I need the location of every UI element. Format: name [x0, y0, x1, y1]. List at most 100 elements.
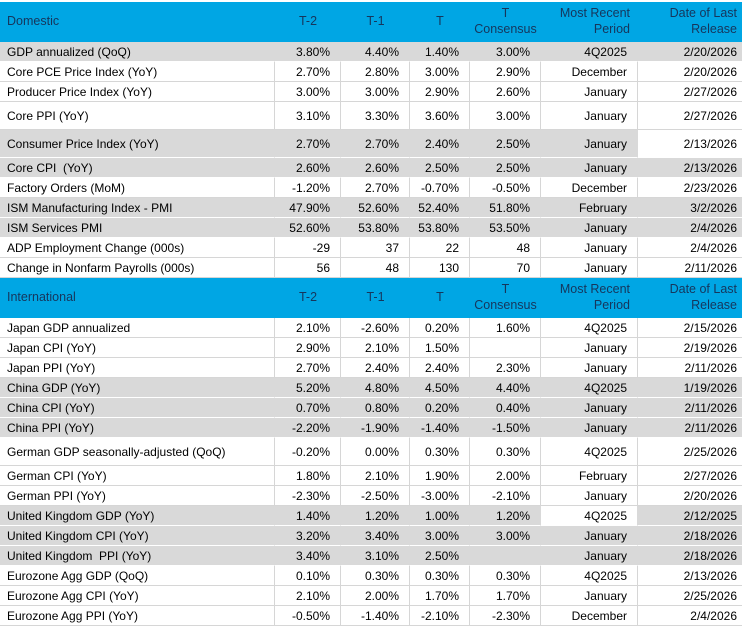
consensus-value-cell[interactable]: 2.00% [470, 466, 541, 486]
t-value-cell[interactable]: 1.70% [410, 586, 470, 606]
t2-value-cell[interactable]: -1.20% [275, 178, 341, 198]
t-value-cell[interactable]: 1.90% [410, 466, 470, 486]
column-header-date-of-last-release[interactable]: Date of Last Release [638, 2, 742, 42]
t-value-cell[interactable]: 0.30% [410, 438, 470, 466]
most-recent-period-cell[interactable]: January [541, 82, 638, 102]
consensus-value-cell[interactable]: 1.60% [470, 318, 541, 338]
consensus-value-cell[interactable]: 53.50% [470, 218, 541, 238]
t2-value-cell[interactable]: 0.70% [275, 398, 341, 418]
consensus-value-cell[interactable]: 3.00% [470, 102, 541, 130]
most-recent-period-cell[interactable]: January [541, 102, 638, 130]
metric-label-cell[interactable]: China PPI (YoY) [0, 418, 275, 438]
release-date-cell[interactable]: 2/20/2026 [638, 62, 742, 82]
t1-value-cell[interactable]: 2.10% [341, 338, 410, 358]
t1-value-cell[interactable]: 1.20% [341, 506, 410, 526]
t2-value-cell[interactable]: 56 [275, 258, 341, 278]
column-header-date-of-last-release[interactable]: Date of Last Release [638, 278, 742, 318]
release-date-cell[interactable]: 2/11/2026 [638, 398, 742, 418]
t-value-cell[interactable]: 2.40% [410, 130, 470, 158]
consensus-value-cell[interactable]: 1.20% [470, 506, 541, 526]
release-date-cell[interactable]: 2/19/2026 [638, 338, 742, 358]
t2-value-cell[interactable]: 47.90% [275, 198, 341, 218]
column-header-t2[interactable]: T-2 [275, 278, 341, 318]
t2-value-cell[interactable]: -2.20% [275, 418, 341, 438]
release-date-cell[interactable]: 2/27/2026 [638, 102, 742, 130]
t1-value-cell[interactable]: 2.10% [341, 466, 410, 486]
most-recent-period-cell[interactable]: January [541, 258, 638, 278]
most-recent-period-cell[interactable]: February [541, 198, 638, 218]
t1-value-cell[interactable]: 2.70% [341, 130, 410, 158]
t2-value-cell[interactable]: 2.10% [275, 586, 341, 606]
release-date-cell[interactable]: 2/4/2026 [638, 238, 742, 258]
column-header-t[interactable]: T [410, 2, 470, 42]
release-date-cell[interactable]: 2/4/2026 [638, 218, 742, 238]
consensus-value-cell[interactable]: 0.30% [470, 566, 541, 586]
consensus-value-cell[interactable]: -0.50% [470, 178, 541, 198]
consensus-value-cell[interactable]: 0.40% [470, 398, 541, 418]
consensus-value-cell[interactable] [470, 546, 541, 566]
release-date-cell[interactable]: 2/18/2026 [638, 546, 742, 566]
metric-label-cell[interactable]: Japan CPI (YoY) [0, 338, 275, 358]
most-recent-period-cell[interactable]: January [541, 418, 638, 438]
metric-label-cell[interactable]: German CPI (YoY) [0, 466, 275, 486]
consensus-value-cell[interactable]: -2.30% [470, 606, 541, 626]
consensus-value-cell[interactable]: 1.70% [470, 586, 541, 606]
t-value-cell[interactable]: 3.00% [410, 62, 470, 82]
t-value-cell[interactable]: -2.10% [410, 606, 470, 626]
most-recent-period-cell[interactable]: January [541, 238, 638, 258]
column-header-t1[interactable]: T-1 [341, 2, 410, 42]
t2-value-cell[interactable]: 52.60% [275, 218, 341, 238]
t-value-cell[interactable]: 1.00% [410, 506, 470, 526]
consensus-value-cell[interactable]: -2.10% [470, 486, 541, 506]
metric-label-cell[interactable]: China CPI (YoY) [0, 398, 275, 418]
t-value-cell[interactable]: 2.50% [410, 546, 470, 566]
t1-value-cell[interactable]: 4.40% [341, 42, 410, 62]
t-value-cell[interactable]: 3.00% [410, 526, 470, 546]
t2-value-cell[interactable]: 0.10% [275, 566, 341, 586]
t-value-cell[interactable]: 0.30% [410, 566, 470, 586]
release-date-cell[interactable]: 2/12/2025 [638, 506, 742, 526]
t1-value-cell[interactable]: 53.80% [341, 218, 410, 238]
t1-value-cell[interactable]: 0.00% [341, 438, 410, 466]
most-recent-period-cell[interactable]: January [541, 546, 638, 566]
t1-value-cell[interactable]: 3.00% [341, 82, 410, 102]
most-recent-period-cell[interactable]: January [541, 398, 638, 418]
release-date-cell[interactable]: 2/27/2026 [638, 466, 742, 486]
most-recent-period-cell[interactable]: 4Q2025 [541, 566, 638, 586]
t1-value-cell[interactable]: -1.90% [341, 418, 410, 438]
t1-value-cell[interactable]: 2.40% [341, 358, 410, 378]
section-title-international[interactable]: International [0, 278, 275, 318]
t1-value-cell[interactable]: -2.50% [341, 486, 410, 506]
release-date-cell[interactable]: 2/20/2026 [638, 486, 742, 506]
t2-value-cell[interactable]: -0.20% [275, 438, 341, 466]
most-recent-period-cell[interactable]: 4Q2025 [541, 318, 638, 338]
column-header-most-recent-period[interactable]: Most Recent Period [541, 278, 638, 318]
t-value-cell[interactable]: -1.40% [410, 418, 470, 438]
most-recent-period-cell[interactable]: 4Q2025 [541, 378, 638, 398]
release-date-cell[interactable]: 2/25/2026 [638, 586, 742, 606]
column-header-t-consensus[interactable]: T Consensus [470, 278, 541, 318]
consensus-value-cell[interactable]: 2.50% [470, 130, 541, 158]
column-header-t2[interactable]: T-2 [275, 2, 341, 42]
t2-value-cell[interactable]: -0.50% [275, 606, 341, 626]
metric-label-cell[interactable]: ISM Manufacturing Index - PMI [0, 198, 275, 218]
t2-value-cell[interactable]: 3.20% [275, 526, 341, 546]
consensus-value-cell[interactable] [470, 338, 541, 358]
metric-label-cell[interactable]: Core CPI (YoY) [0, 158, 275, 178]
metric-label-cell[interactable]: Eurozone Agg PPI (YoY) [0, 606, 275, 626]
most-recent-period-cell[interactable]: February [541, 466, 638, 486]
t1-value-cell[interactable]: 48 [341, 258, 410, 278]
metric-label-cell[interactable]: Core PCE Price Index (YoY) [0, 62, 275, 82]
t-value-cell[interactable]: 2.40% [410, 358, 470, 378]
release-date-cell[interactable]: 2/13/2026 [638, 158, 742, 178]
t1-value-cell[interactable]: 3.30% [341, 102, 410, 130]
release-date-cell[interactable]: 2/11/2026 [638, 358, 742, 378]
most-recent-period-cell[interactable]: 4Q2025 [541, 506, 638, 526]
release-date-cell[interactable]: 2/23/2026 [638, 178, 742, 198]
t1-value-cell[interactable]: 2.80% [341, 62, 410, 82]
release-date-cell[interactable]: 2/25/2026 [638, 438, 742, 466]
t1-value-cell[interactable]: 3.40% [341, 526, 410, 546]
t-value-cell[interactable]: 3.60% [410, 102, 470, 130]
release-date-cell[interactable]: 2/27/2026 [638, 82, 742, 102]
t2-value-cell[interactable]: -29 [275, 238, 341, 258]
